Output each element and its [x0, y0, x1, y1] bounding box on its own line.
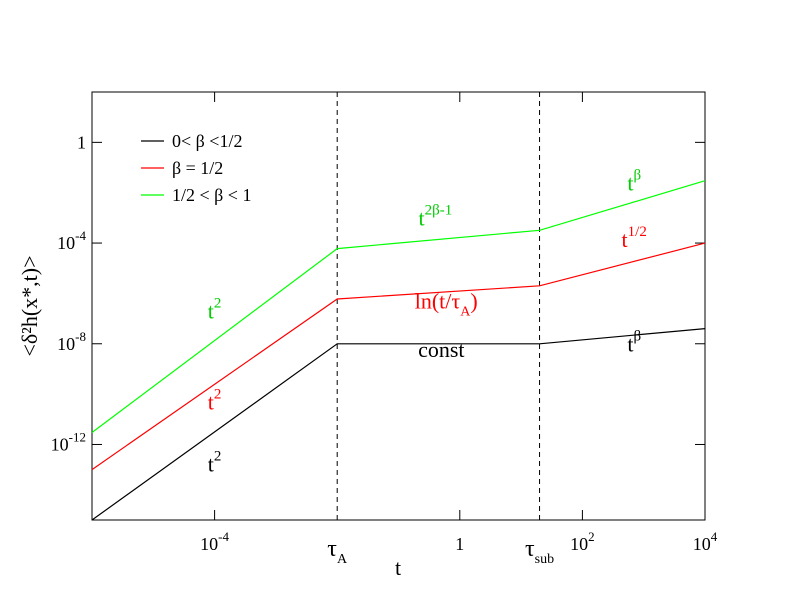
annotation-3: t2β-1	[419, 202, 453, 230]
annotation-6: tβ	[627, 168, 641, 196]
y-axis-label: <δ²h(x*,t)>	[17, 255, 42, 356]
annotation-1: t2	[208, 386, 222, 414]
legend-label-1: β = 1/2	[172, 158, 223, 178]
vline-label-sub: τsub	[525, 536, 554, 567]
legend-label-0: 0< β <1/2	[172, 131, 242, 151]
axis-labels: t <δ²h(x*,t)>	[17, 255, 401, 580]
x-axis-label: t	[395, 555, 401, 580]
x-tick-label: 102	[570, 529, 595, 554]
annotation-5: const	[418, 337, 464, 362]
y-tick-label: 10-4	[57, 228, 86, 253]
annotation-0: t2	[208, 296, 222, 324]
vline-label-A: τA	[327, 536, 348, 567]
legend-label-2: 1/2 < β < 1	[172, 185, 251, 205]
plot-frame	[91, 91, 706, 521]
legend: 0< β <1/2 β = 1/2 1/2 < β < 1	[141, 131, 251, 205]
series-line-1	[91, 242, 706, 471]
annotation-8: tβ	[627, 328, 641, 356]
y-tick-label: 10-12	[51, 429, 86, 454]
series-group	[91, 180, 706, 521]
annotation-7: t1/2	[622, 224, 647, 252]
reference-lines: τA τsub	[327, 92, 554, 567]
series-line-2	[91, 180, 706, 433]
x-tick-label: 1	[455, 534, 464, 554]
x-tick-label: 104	[693, 529, 718, 554]
y-tick-label: 1	[77, 132, 86, 152]
annotation-4: ln(t/τA)	[415, 289, 478, 320]
annotation-2: t2	[208, 448, 222, 476]
annotation-group: t2 t2 t2 t2β-1 ln(t/τA) const tβ t1/2 tβ	[208, 168, 647, 477]
axis-ticks: 10-4 1 102 104 10-12 10-8 10-4 1	[51, 92, 718, 554]
series-line-0	[91, 328, 706, 521]
x-tick-label: 10-4	[200, 529, 229, 554]
y-tick-label: 10-8	[57, 329, 86, 354]
